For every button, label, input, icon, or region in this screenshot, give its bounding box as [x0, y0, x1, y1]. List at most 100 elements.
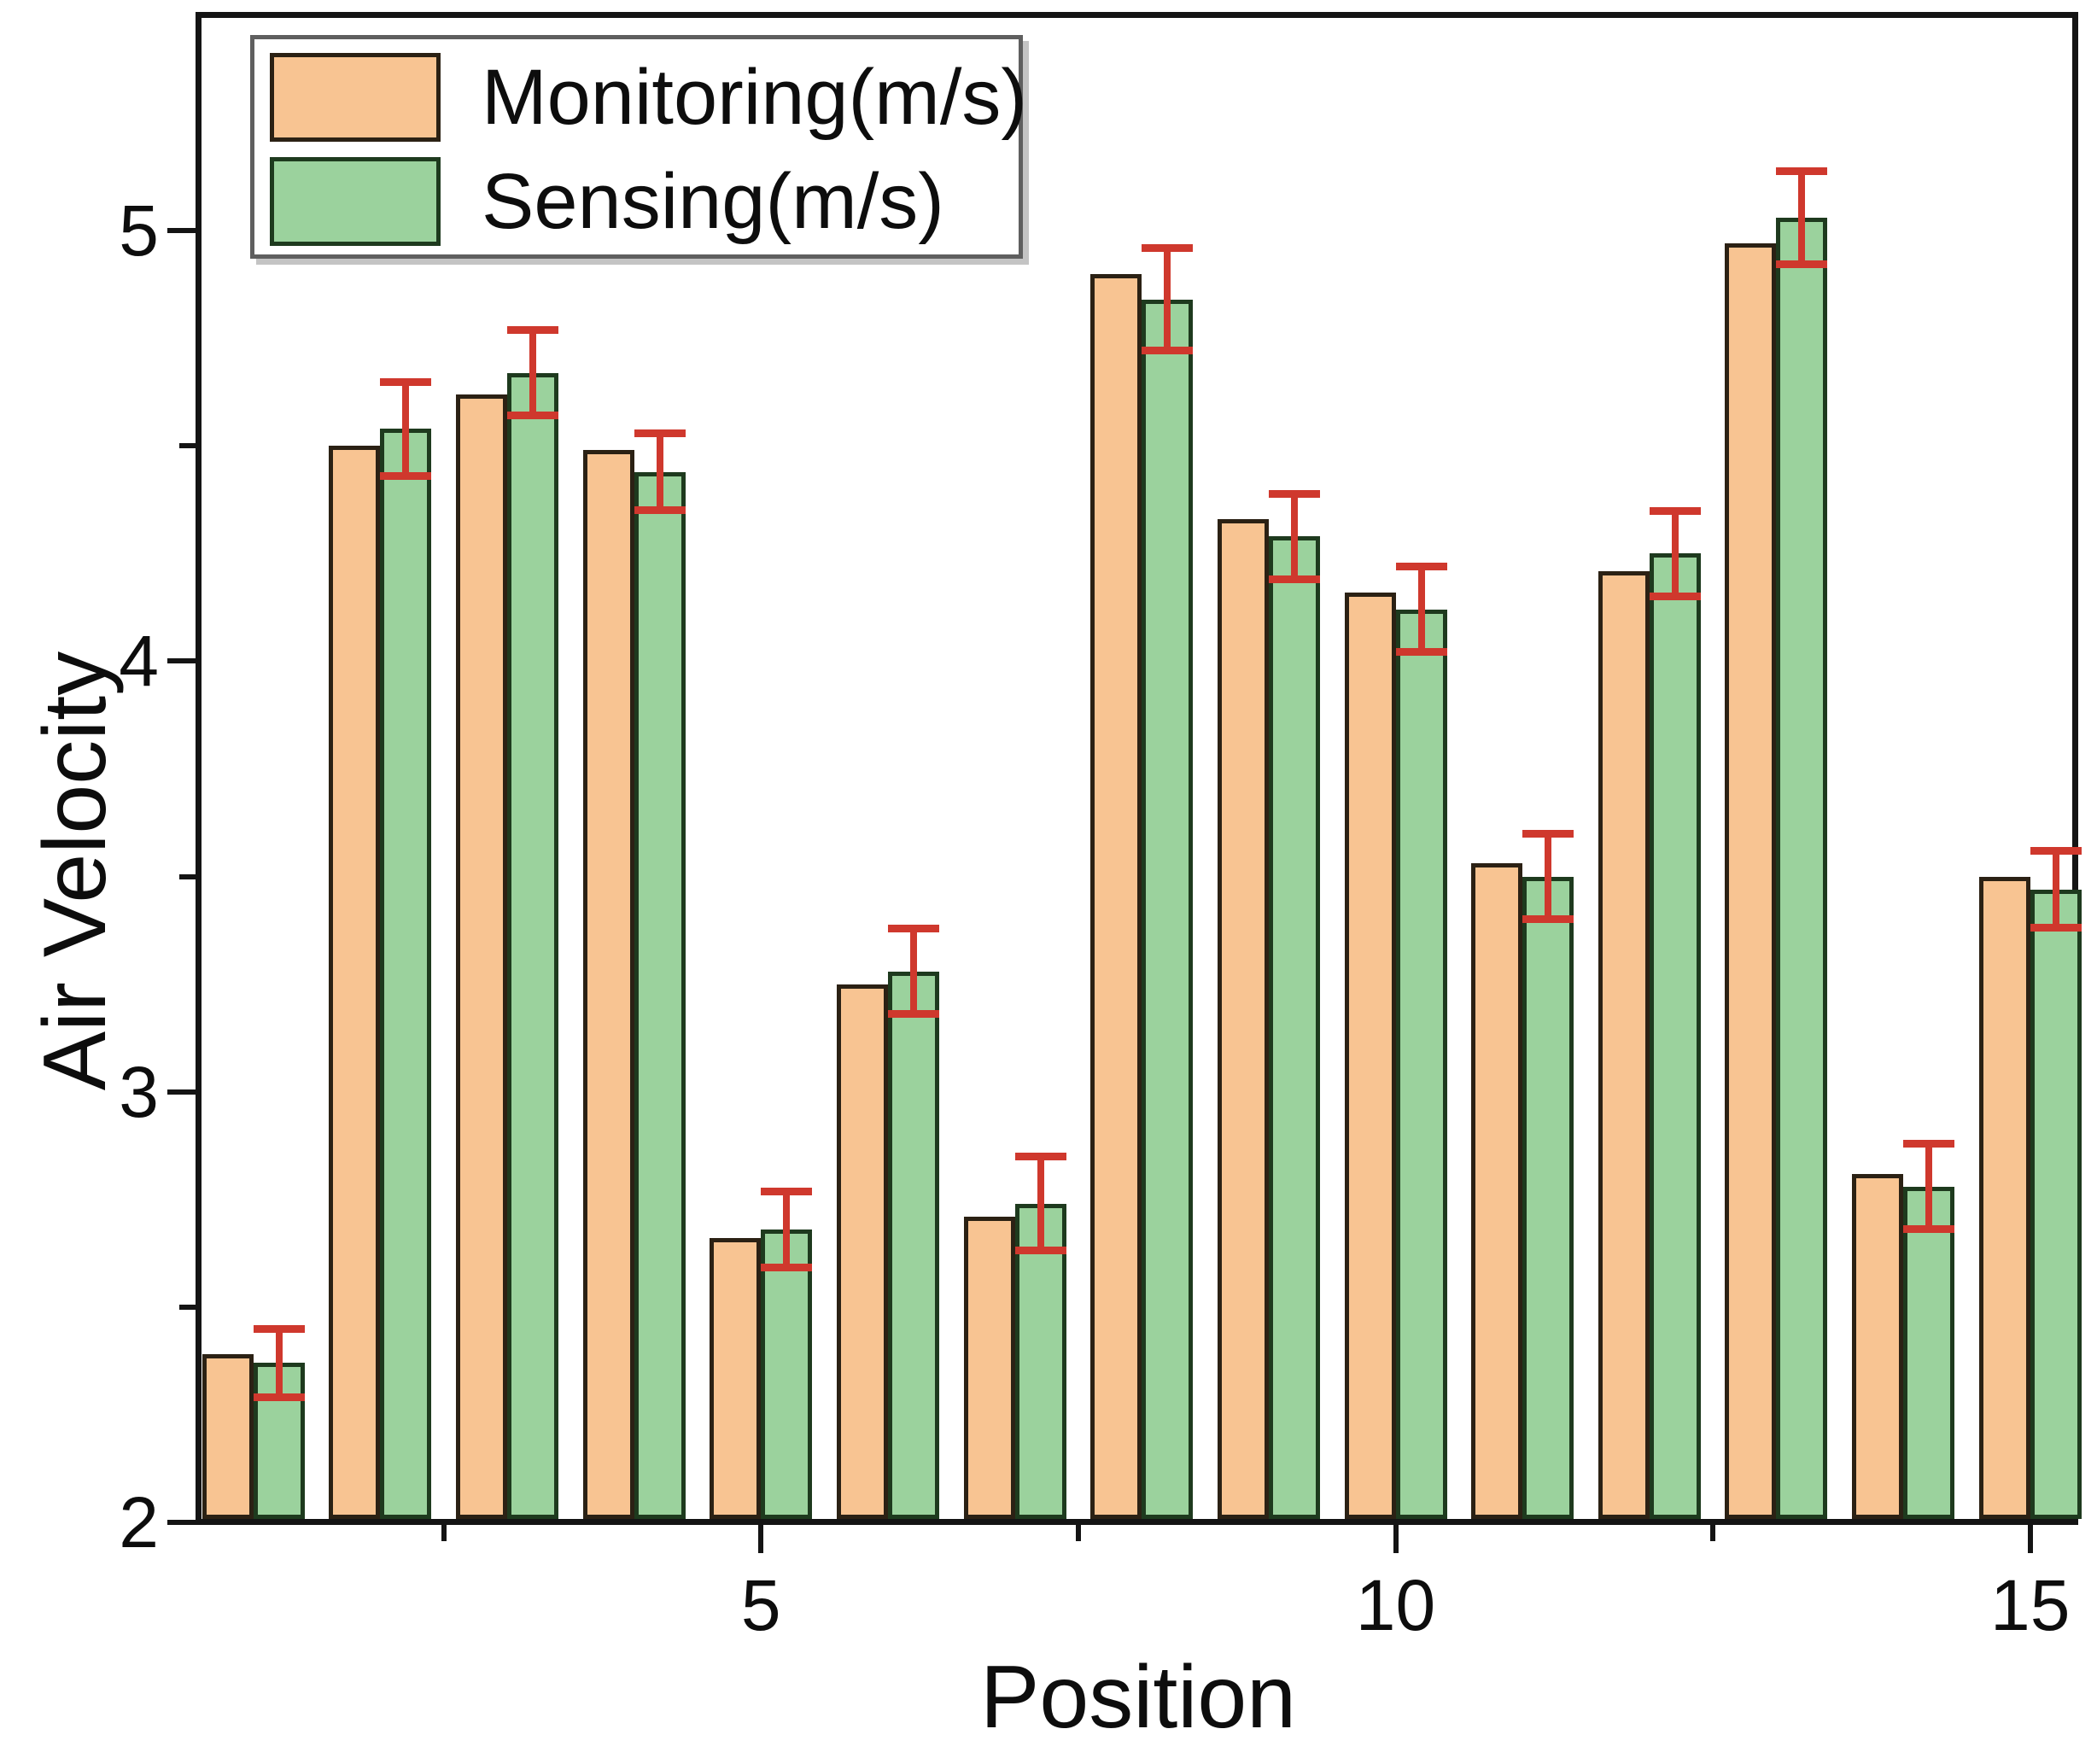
y-major-tick	[167, 228, 196, 234]
bar-sensing-p3	[506, 372, 558, 1519]
error-bar-cap-top	[1649, 506, 1701, 515]
error-bar-cap-bottom	[1776, 260, 1828, 269]
error-bar-stem	[1164, 248, 1171, 352]
x-minor-tick	[441, 1525, 447, 1541]
x-tick-label: 15	[1990, 1565, 2071, 1645]
error-bar-cap-top	[1522, 830, 1574, 838]
error-bar-stem	[1798, 170, 1806, 266]
error-bar-cap-top	[887, 925, 939, 933]
error-bar-cap-bottom	[506, 411, 558, 419]
legend-label-sensing: Sensing(m/s)	[482, 158, 944, 245]
y-minor-tick	[179, 1304, 196, 1310]
error-bar-cap-top	[2030, 847, 2082, 856]
error-bar-cap-top	[253, 1325, 305, 1334]
error-bar-stem	[1925, 1143, 1933, 1230]
x-major-tick	[1393, 1525, 1399, 1553]
y-axis-title: Air Velocity	[26, 651, 125, 1091]
bar-monitoring-p7	[963, 1216, 1015, 1519]
bar-sensing-p2	[380, 429, 432, 1519]
y-major-tick	[167, 1089, 196, 1095]
bar-sensing-p10	[1395, 609, 1447, 1519]
error-bar-cap-top	[761, 1187, 813, 1195]
error-bar-cap-bottom	[887, 1009, 939, 1018]
bar-sensing-p8	[1142, 299, 1194, 1519]
x-minor-tick	[1075, 1525, 1081, 1541]
bar-sensing-p4	[634, 471, 686, 1519]
legend-item-monitoring: Monitoring(m/s)	[270, 53, 1027, 142]
bar-monitoring-p6	[836, 984, 888, 1519]
error-bar-stem	[529, 330, 536, 416]
bar-sensing-p15	[2030, 889, 2082, 1519]
error-bar-cap-bottom	[1268, 575, 1320, 583]
error-bar-cap-top	[1014, 1153, 1066, 1161]
x-tick-label: 5	[740, 1565, 781, 1645]
bar-sensing-p12	[1649, 553, 1701, 1519]
error-bar-cap-top	[1903, 1140, 1955, 1148]
error-bar-cap-bottom	[761, 1264, 813, 1272]
bar-sensing-p9	[1268, 536, 1320, 1519]
error-bar-stem	[783, 1190, 791, 1269]
error-bar-stem	[275, 1329, 283, 1398]
y-tick-label: 3	[119, 1051, 159, 1132]
legend-label-monitoring: Monitoring(m/s)	[482, 54, 1028, 141]
y-minor-tick	[179, 873, 196, 879]
y-tick-label: 4	[119, 621, 159, 702]
bar-monitoring-p15	[1978, 876, 2030, 1519]
sensing-swatch-icon	[270, 157, 441, 246]
error-bar-cap-top	[380, 377, 432, 386]
bar-sensing-p7	[1014, 1203, 1066, 1519]
x-minor-tick	[1710, 1525, 1716, 1541]
error-bar-cap-bottom	[1522, 915, 1574, 923]
error-bar-stem	[656, 433, 663, 511]
bar-sensing-p14	[1903, 1186, 1955, 1519]
bar-monitoring-p4	[582, 450, 634, 1519]
bar-monitoring-p1	[202, 1354, 254, 1519]
error-bar-cap-bottom	[1649, 592, 1701, 600]
error-bar-cap-top	[1142, 244, 1194, 253]
error-bar-stem	[402, 381, 410, 476]
bar-sensing-p11	[1522, 876, 1574, 1519]
legend: Monitoring(m/s) Sensing(m/s)	[250, 35, 1027, 259]
y-minor-tick	[179, 443, 196, 449]
error-bar-stem	[1290, 493, 1298, 580]
error-bar-cap-bottom	[2030, 924, 2082, 932]
error-bar-cap-top	[1268, 489, 1320, 498]
bar-sensing-p6	[887, 971, 939, 1519]
error-bar-cap-bottom	[1903, 1225, 1955, 1234]
x-axis-title: Position	[980, 1648, 1296, 1747]
bar-monitoring-p5	[710, 1238, 762, 1519]
bar-sensing-p5	[761, 1230, 813, 1519]
error-bar-cap-bottom	[1142, 347, 1194, 355]
bar-monitoring-p11	[1471, 863, 1523, 1519]
error-bar-cap-top	[506, 326, 558, 335]
error-bar-cap-top	[1776, 166, 1828, 175]
y-major-tick	[167, 1520, 196, 1525]
error-bar-cap-bottom	[1395, 648, 1447, 657]
y-tick-label: 2	[119, 1482, 159, 1562]
error-bar-stem	[2052, 850, 2059, 929]
error-bar-cap-bottom	[634, 505, 686, 514]
error-bar-cap-top	[1395, 563, 1447, 571]
y-tick-label: 5	[119, 190, 159, 272]
x-major-tick	[2027, 1525, 2033, 1553]
bar-monitoring-p2	[329, 446, 381, 1519]
error-bar-cap-bottom	[380, 471, 432, 480]
bar-monitoring-p14	[1852, 1173, 1904, 1519]
bar-monitoring-p9	[1217, 519, 1269, 1519]
error-bar-cap-bottom	[1014, 1247, 1066, 1255]
legend-item-sensing: Sensing(m/s)	[270, 157, 944, 246]
bar-monitoring-p13	[1725, 243, 1777, 1519]
error-bar-stem	[1417, 566, 1425, 653]
error-bar-cap-top	[634, 429, 686, 438]
error-bar-cap-bottom	[253, 1393, 305, 1401]
bar-monitoring-p12	[1598, 570, 1650, 1519]
error-bar-stem	[1545, 833, 1552, 920]
bar-monitoring-p10	[1344, 592, 1396, 1519]
y-major-tick	[167, 658, 196, 664]
x-major-tick	[758, 1525, 764, 1553]
bar-monitoring-p3	[455, 394, 507, 1519]
error-bar-stem	[909, 928, 917, 1014]
bar-monitoring-p8	[1090, 273, 1142, 1519]
error-bar-stem	[1671, 510, 1679, 597]
monitoring-swatch-icon	[270, 53, 441, 142]
